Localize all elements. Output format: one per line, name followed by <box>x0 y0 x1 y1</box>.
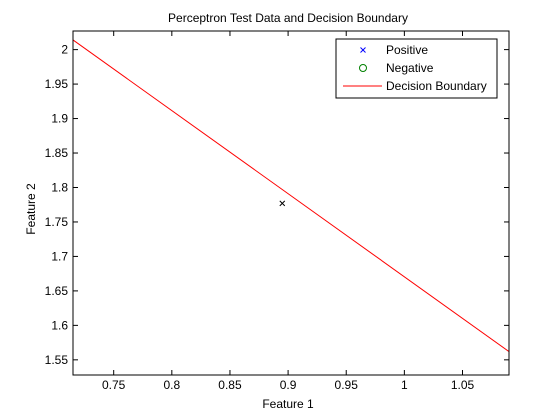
y-tick-label: 1.85 <box>45 146 69 160</box>
x-tick-label: 0.85 <box>218 378 242 392</box>
legend-entry-label: Negative <box>386 61 434 75</box>
axis-ticks: 0.75 0.8 0.85 0.9 0.95 1 1.05 1.55 1.6 1.65 1.7 1.7… <box>45 31 509 392</box>
y-tick-label: 1.7 <box>51 249 68 263</box>
y-axis-label: Feature 2 <box>24 183 38 235</box>
test-point <box>279 200 286 207</box>
x-axis-label: Feature 1 <box>262 397 314 411</box>
x-tick-label: 1 <box>401 378 408 392</box>
x-tick-label: 0.95 <box>335 378 359 392</box>
decision-boundary-line <box>72 39 510 352</box>
x-tick-label: 0.9 <box>280 378 297 392</box>
x-tick-label: 0.8 <box>163 378 180 392</box>
y-tick-label: 1.8 <box>51 180 68 194</box>
legend: Positive Negative Decision Boundary <box>335 38 498 99</box>
legend-entry-label: Decision Boundary <box>386 79 487 93</box>
y-tick-label: 1.75 <box>45 215 69 229</box>
legend-x-symbol-stroke <box>360 47 366 53</box>
plot-frame <box>72 30 510 376</box>
y-tick-label: 1.9 <box>51 112 68 126</box>
legend-entry-label: Positive <box>386 43 428 57</box>
chart-title: Perceptron Test Data and Decision Bounda… <box>168 11 408 25</box>
x-tick-label: 0.75 <box>102 378 126 392</box>
legend-box <box>335 38 498 99</box>
data-marks <box>72 39 510 352</box>
y-tick-label: 2 <box>61 43 68 57</box>
legend-x-symbol <box>360 47 366 53</box>
x-tick-label: 1.05 <box>451 378 475 392</box>
y-tick-label: 1.6 <box>51 318 68 332</box>
test-point-stroke <box>279 200 286 207</box>
y-tick-label: 1.95 <box>45 77 69 91</box>
legend-circle-symbol <box>359 64 367 72</box>
y-tick-label: 1.65 <box>45 284 69 298</box>
y-tick-label: 1.55 <box>45 353 69 367</box>
